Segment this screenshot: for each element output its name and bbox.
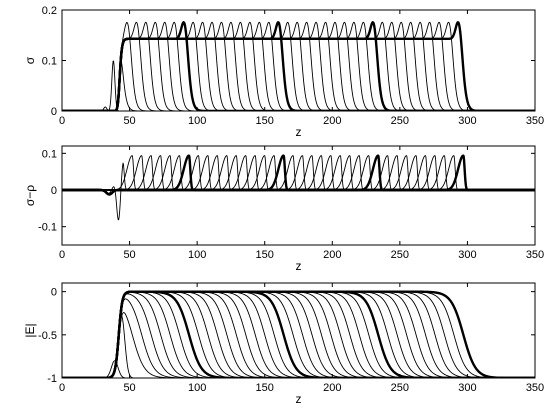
y-axis-label: σ−ρ bbox=[23, 185, 37, 206]
field-panel: 0 50 100 150 200 250 300 350 0 -0.5 -1 z |E| bbox=[23, 282, 544, 406]
y-tick-label: 0.1 bbox=[42, 56, 57, 68]
series-group bbox=[62, 21, 535, 111]
series-line-38 bbox=[62, 21, 535, 111]
x-tick-label: 200 bbox=[323, 249, 341, 261]
series-line-3 bbox=[62, 22, 535, 111]
series-line-4 bbox=[62, 293, 535, 378]
y-tick-label: 0.1 bbox=[42, 148, 57, 160]
x-tick-label: 250 bbox=[391, 249, 409, 261]
y-axis-label: |E| bbox=[23, 323, 37, 337]
series-line-1 bbox=[62, 315, 535, 378]
y-tick-label: -0.1 bbox=[38, 222, 57, 234]
x-tick-label: 150 bbox=[256, 382, 274, 394]
y-tick-label: 0 bbox=[51, 185, 57, 197]
series-line-4 bbox=[62, 21, 535, 111]
x-axis-label: z bbox=[296, 392, 302, 406]
y-tick-label: 0 bbox=[51, 287, 57, 299]
y-axis-label: σ bbox=[23, 56, 37, 64]
series-line-5 bbox=[62, 291, 535, 378]
x-tick-label: 0 bbox=[59, 249, 65, 261]
sigma-panel: 0 50 100 150 200 250 300 350 0 0.1 0.2 z σ bbox=[23, 5, 544, 139]
y-tick-label: 0 bbox=[51, 106, 57, 118]
x-tick-label: 50 bbox=[123, 115, 135, 127]
x-tick-label: 350 bbox=[526, 249, 544, 261]
x-tick-label: 300 bbox=[458, 115, 476, 127]
plot-frame bbox=[61, 282, 536, 379]
x-tick-label: 250 bbox=[391, 382, 409, 394]
series-line-3 bbox=[62, 298, 535, 378]
series-line-37 bbox=[62, 290, 535, 378]
x-tick-label: 0 bbox=[59, 115, 65, 127]
plot-frame bbox=[61, 145, 536, 246]
y-tick-label: 0.2 bbox=[42, 5, 57, 17]
x-tick-label: 150 bbox=[256, 249, 274, 261]
x-tick-label: 300 bbox=[458, 249, 476, 261]
y-tick-label: -0.5 bbox=[38, 330, 57, 342]
y-tick-label: -1 bbox=[47, 373, 57, 385]
series-line-36 bbox=[62, 154, 535, 196]
x-axis-label: z bbox=[296, 125, 302, 139]
x-tick-label: 200 bbox=[323, 382, 341, 394]
x-tick-label: 150 bbox=[256, 115, 274, 127]
x-tick-label: 100 bbox=[188, 382, 206, 394]
x-tick-label: 300 bbox=[458, 382, 476, 394]
x-tick-label: 350 bbox=[526, 115, 544, 127]
x-tick-label: 100 bbox=[188, 249, 206, 261]
x-tick-label: 50 bbox=[123, 249, 135, 261]
x-tick-label: 350 bbox=[526, 382, 544, 394]
series-group bbox=[62, 290, 535, 378]
series-line-5 bbox=[62, 21, 535, 111]
series-line-2 bbox=[62, 312, 535, 378]
x-tick-label: 100 bbox=[188, 115, 206, 127]
x-tick-label: 250 bbox=[391, 115, 409, 127]
series-group bbox=[62, 154, 535, 221]
x-tick-label: 200 bbox=[323, 115, 341, 127]
x-axis-label: z bbox=[296, 259, 302, 273]
charge-density-panel: 0 50 100 150 200 250 300 350 0.1 0 -0.1 z σ−ρ bbox=[23, 145, 544, 273]
x-tick-label: 50 bbox=[123, 382, 135, 394]
x-tick-label: 0 bbox=[59, 382, 65, 394]
